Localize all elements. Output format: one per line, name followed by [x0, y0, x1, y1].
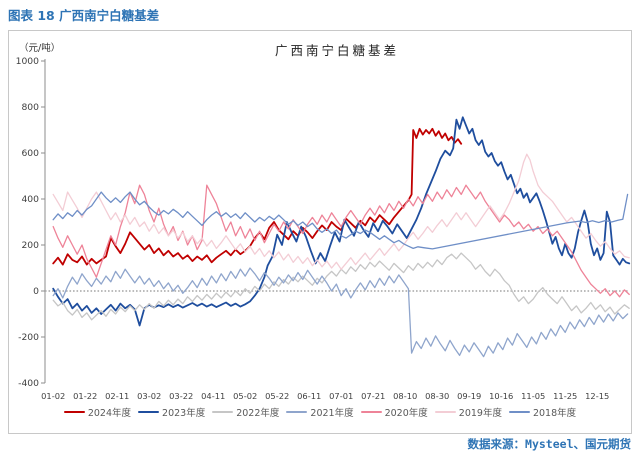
y-axis-tick-label: -200 — [18, 332, 39, 343]
legend-line-swatch-icon — [138, 410, 160, 414]
legend-label: 2023年度 — [162, 408, 206, 419]
legend-line-swatch-icon — [63, 410, 85, 414]
y-axis-tick-label: 1000 — [16, 56, 40, 67]
series-line-2022年度 — [52, 252, 630, 321]
legend-item-2018年度: 2018年度 — [508, 405, 577, 419]
legend-item-2019年度: 2019年度 — [434, 405, 502, 419]
y-axis-tick-label: 400 — [21, 194, 39, 205]
y-axis-tick-label: 200 — [21, 240, 39, 251]
x-axis-tick-label: 05-22 — [265, 391, 289, 401]
x-axis-tick-label: 03-02 — [137, 391, 161, 401]
series-line-2023年度 — [52, 116, 631, 327]
series-line-2021年度 — [52, 267, 629, 358]
legend-label: 2019年度 — [458, 408, 502, 419]
y-axis-unit-label: （元/吨） — [19, 43, 61, 54]
chart-legend: 2024年度 2023年度 2022年度 2021年度 2020年度 2019年度 2018… — [9, 405, 631, 419]
y-axis-tick-label: 800 — [21, 102, 39, 113]
legend-line-swatch-icon — [434, 411, 456, 413]
figure-caption: 图表 18 广西南宁白糖基差 — [8, 8, 160, 23]
y-axis-tick-label: -400 — [18, 378, 39, 389]
legend-line-swatch-icon — [286, 411, 308, 413]
legend-line-swatch-icon — [212, 411, 234, 413]
legend-item-2021年度: 2021年度 — [286, 405, 354, 419]
x-axis-tick-label: 02-11 — [105, 391, 129, 401]
legend-item-2020年度: 2020年度 — [360, 405, 428, 419]
x-axis-tick-label: 04-11 — [201, 391, 225, 401]
x-axis-tick-label: 05-02 — [233, 391, 257, 401]
legend-label: 2021年度 — [310, 408, 354, 419]
x-axis-tick-label: 08-10 — [393, 391, 417, 401]
y-axis-tick-label: 0 — [33, 286, 39, 297]
x-axis-tick-label: 07-21 — [361, 391, 385, 401]
legend-item-2022年度: 2022年度 — [212, 405, 279, 419]
x-axis-tick-label: 06-11 — [297, 391, 321, 401]
x-axis-tick-label: 12-15 — [585, 391, 609, 401]
data-source-note: 数据来源：Mysteel、国元期货 — [467, 437, 631, 451]
x-axis-tick-label: 07-01 — [329, 391, 353, 401]
x-axis-tick-label: 03-22 — [169, 391, 193, 401]
x-axis-tick-label: 11-05 — [521, 391, 545, 401]
legend-label: 2020年度 — [384, 408, 428, 419]
x-axis-tick-label: 01-22 — [73, 391, 97, 401]
series-line-2024年度 — [52, 127, 463, 266]
legend-line-swatch-icon — [360, 411, 382, 413]
x-axis-tick-label: 01-02 — [41, 391, 65, 401]
x-axis-tick-label: 11-25 — [553, 391, 577, 401]
x-axis-tick-label: 10-16 — [489, 391, 513, 401]
legend-label: 2018年度 — [532, 408, 577, 419]
series-line-2020年度 — [52, 184, 630, 298]
series-line-2018年度 — [52, 191, 629, 250]
series-line-2019年度 — [52, 153, 630, 270]
legend-item-2024年度: 2024年度 — [63, 405, 132, 419]
x-axis-tick-label: 09-19 — [457, 391, 481, 401]
legend-item-2023年度: 2023年度 — [138, 405, 205, 419]
chart-title: 广西南宁白糖基差 — [274, 43, 399, 58]
x-axis-tick-label: 08-30 — [425, 391, 449, 401]
legend-line-swatch-icon — [508, 411, 530, 413]
y-axis-tick-label: 600 — [21, 148, 39, 159]
chart-panel: （元/吨） 广西南宁白糖基差 1000 800 600 400 200 0 -200 -400… — [8, 30, 632, 434]
legend-label: 2022年度 — [236, 408, 280, 419]
legend-label: 2024年度 — [87, 408, 132, 419]
